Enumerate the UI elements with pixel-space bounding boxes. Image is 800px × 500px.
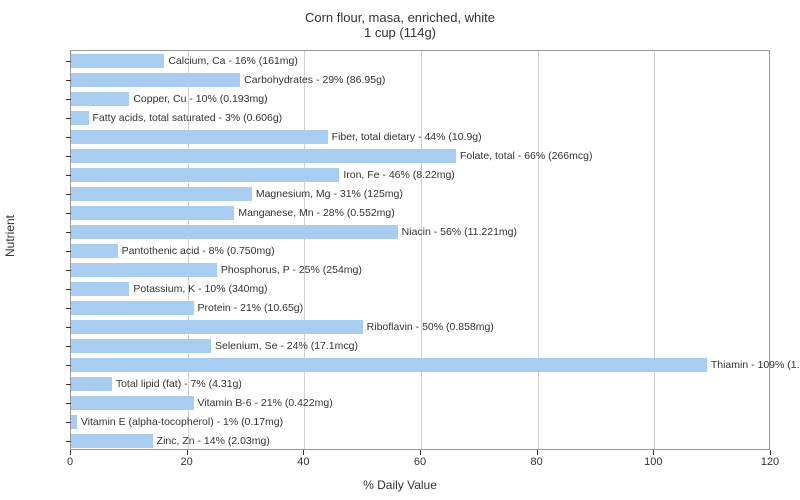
nutrient-bar-label: Fiber, total dietary - 44% (10.9g) xyxy=(328,130,482,144)
nutrient-bar xyxy=(71,206,234,220)
nutrient-bar-label: Pantothenic acid - 8% (0.750mg) xyxy=(118,244,275,258)
nutrient-bar xyxy=(71,320,363,334)
x-tick-label: 20 xyxy=(181,456,193,468)
nutrient-bar-label: Thiamin - 109% (1.629mg) xyxy=(707,358,800,372)
x-tick-label: 60 xyxy=(414,456,426,468)
nutrient-bar xyxy=(71,282,129,296)
nutrient-bar-label: Copper, Cu - 10% (0.193mg) xyxy=(129,92,267,106)
nutrient-bar-label: Vitamin B-6 - 21% (0.422mg) xyxy=(194,396,333,410)
x-tick-label: 80 xyxy=(531,456,543,468)
nutrient-bar xyxy=(71,111,89,125)
y-axis-label: Nutrient xyxy=(3,215,17,257)
nutrient-bar-label: Riboflavin - 50% (0.858mg) xyxy=(363,320,494,334)
plot-area: Calcium, Ca - 16% (161mg) Carbohydrates -… xyxy=(70,50,770,450)
gridline xyxy=(304,51,305,449)
x-axis-label: % Daily Value xyxy=(0,478,800,492)
x-tick-label: 100 xyxy=(644,456,662,468)
nutrient-bar xyxy=(71,396,194,410)
nutrient-bar-label: Total lipid (fat) - 7% (4.31g) xyxy=(112,377,242,391)
nutrient-bar xyxy=(71,377,112,391)
nutrient-bar xyxy=(71,244,118,258)
nutrient-bar-label: Potassium, K - 10% (340mg) xyxy=(129,282,267,296)
nutrient-bar-label: Carbohydrates - 29% (86.95g) xyxy=(240,73,385,87)
nutrient-bar xyxy=(71,73,240,87)
gridline xyxy=(654,51,655,449)
nutrient-bar xyxy=(71,92,129,106)
nutrient-chart: Corn flour, masa, enriched, white 1 cup … xyxy=(0,0,800,500)
x-tick-mark xyxy=(303,450,304,455)
nutrient-bar xyxy=(71,225,398,239)
nutrient-bar-label: Protein - 21% (10.65g) xyxy=(194,301,304,315)
chart-title: Corn flour, masa, enriched, white xyxy=(0,10,800,25)
nutrient-bar xyxy=(71,263,217,277)
x-tick-label: 120 xyxy=(761,456,779,468)
x-tick-mark xyxy=(187,450,188,455)
x-tick-mark xyxy=(537,450,538,455)
nutrient-bar-label: Fatty acids, total saturated - 3% (0.606… xyxy=(89,111,283,125)
nutrient-bar xyxy=(71,301,194,315)
nutrient-bar-label: Phosphorus, P - 25% (254mg) xyxy=(217,263,362,277)
chart-title-block: Corn flour, masa, enriched, white 1 cup … xyxy=(0,10,800,40)
gridline xyxy=(538,51,539,449)
nutrient-bar-label: Manganese, Mn - 28% (0.552mg) xyxy=(234,206,394,220)
x-tick-mark xyxy=(653,450,654,455)
nutrient-bar xyxy=(71,434,153,448)
nutrient-bar xyxy=(71,149,456,163)
nutrient-bar xyxy=(71,130,328,144)
nutrient-bar xyxy=(71,54,164,68)
nutrient-bar-label: Calcium, Ca - 16% (161mg) xyxy=(164,54,298,68)
nutrient-bar xyxy=(71,358,707,372)
nutrient-bar-label: Niacin - 56% (11.221mg) xyxy=(398,225,517,239)
nutrient-bar xyxy=(71,187,252,201)
x-tick-mark xyxy=(70,450,71,455)
nutrient-bar-label: Iron, Fe - 46% (8.22mg) xyxy=(339,168,454,182)
nutrient-bar xyxy=(71,339,211,353)
x-tick-mark xyxy=(420,450,421,455)
chart-subtitle: 1 cup (114g) xyxy=(0,25,800,40)
x-tick-label: 0 xyxy=(67,456,73,468)
nutrient-bar-label: Vitamin E (alpha-tocopherol) - 1% (0.17m… xyxy=(77,415,283,429)
nutrient-bar-label: Selenium, Se - 24% (17.1mcg) xyxy=(211,339,358,353)
x-tick-mark xyxy=(770,450,771,455)
nutrient-bar xyxy=(71,168,339,182)
nutrient-bar-label: Folate, total - 66% (266mcg) xyxy=(456,149,592,163)
nutrient-bar-label: Zinc, Zn - 14% (2.03mg) xyxy=(153,434,270,448)
gridline xyxy=(421,51,422,449)
nutrient-bar-label: Magnesium, Mg - 31% (125mg) xyxy=(252,187,403,201)
x-tick-label: 40 xyxy=(297,456,309,468)
